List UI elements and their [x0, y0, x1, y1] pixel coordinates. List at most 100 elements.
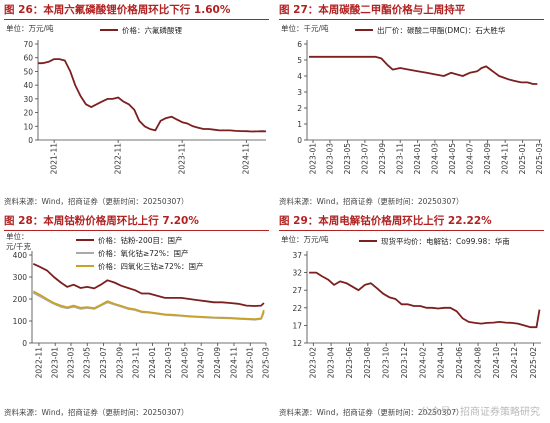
legend-label: 价格：六氟磷酸锂 — [122, 25, 182, 35]
y-tick-label: 12 — [292, 339, 302, 348]
series-line — [32, 291, 265, 321]
x-tick-label: 2022-11 — [34, 347, 43, 379]
x-tick-label: 2024-11 — [242, 143, 251, 175]
x-tick-label: 2023-06 — [345, 347, 354, 379]
x-tick-label: 2024-05 — [180, 347, 189, 379]
legend-label: 价格：氧化钴≥72%：国产 — [98, 248, 188, 258]
x-tick-label: 2023-11 — [132, 347, 141, 379]
y-tick-label: 17 — [292, 321, 302, 330]
y-tick-label: 32 — [292, 269, 302, 278]
x-tick-label: 2024-01 — [413, 143, 422, 175]
x-tick-label: 2024-07 — [197, 347, 206, 379]
y-tick-label: 27 — [292, 286, 302, 295]
y-tick-label: 5 — [297, 56, 302, 65]
x-tick-label: 2023-11 — [178, 143, 187, 175]
x-tick-label: 2024-07 — [465, 143, 474, 175]
x-tick-label: 2024-09 — [213, 347, 222, 379]
x-tick-label: 2023-07 — [99, 347, 108, 379]
series-line — [309, 55, 538, 85]
y-tick-label: 30 — [23, 95, 33, 104]
y-tick-label: 2 — [297, 104, 302, 113]
x-tick-label: 2024-09 — [483, 143, 492, 175]
y-tick-label: 10 — [23, 122, 33, 131]
chart-source: 资料来源：Wind，招商证券（更新时间：20250307） — [4, 408, 189, 417]
series-line — [38, 58, 267, 133]
chart-plot: 单位：万元/吨 0 10 20 30 40 50 60 70 2021-11 2022-11 2023… — [6, 23, 267, 175]
chart-source: 资料来源：Wind，招商证券（更新时间：20250307） — [4, 197, 189, 206]
y-tick-label: 200 — [13, 295, 28, 304]
x-tick-label: 2023-10 — [382, 347, 391, 379]
chart-title: 图 29：本周电解钴价格周环比上行 22.22% — [279, 215, 492, 227]
y-tick-label: 3 — [297, 88, 302, 97]
x-tick-label: 2025-01 — [246, 347, 255, 379]
chart-panel-28: 图 28：本周钴粉价格周环比上行 7.20% 单位： 元/千克 0 100 200 300… — [0, 211, 275, 422]
chart-panel-27: 图 27：本周碳酸二甲酯价格与上周持平 单位：千元/吨 0 1 2 3 4 5 6 2023-0… — [275, 0, 550, 211]
chart-plot: 单位：万元/吨 12 17 22 27 32 37 2023-02 2023-04 2023-06… — [281, 234, 541, 379]
y-tick-label: 100 — [13, 317, 28, 326]
y-tick-label: 6 — [297, 40, 302, 49]
x-tick-label: 2025-01 — [518, 143, 527, 175]
x-tick-label: 2025-03 — [535, 143, 544, 175]
chart-title: 图 27：本周碳酸二甲酯价格与上周持平 — [279, 4, 466, 16]
y-tick-label: 1 — [297, 120, 302, 129]
x-tick-label: 2023-02 — [309, 347, 318, 379]
x-tick-label: 2023-12 — [400, 347, 409, 379]
x-tick-label: 2025-03 — [261, 347, 270, 379]
chart-title: 图 28：本周钴粉价格周环比上行 7.20% — [4, 215, 199, 227]
series-line — [32, 262, 265, 307]
x-tick-label: 2024-11 — [229, 347, 238, 379]
y-tick-label: 60 — [23, 54, 33, 63]
y-tick-label: 400 — [13, 251, 28, 260]
series-line — [309, 271, 541, 329]
chart-title: 图 26：本周六氟磷酸锂价格周环比下行 1.60% — [4, 4, 231, 16]
x-tick-label: 2023-11 — [396, 143, 405, 175]
legend-label: 现货平均价：电解钴：Co99.98：华南 — [381, 236, 510, 246]
chart-source: 资料来源：Wind，招商证券（更新时间：20250307） — [279, 408, 464, 417]
x-tick-label: 2023-03 — [66, 347, 75, 379]
x-tick-label: 2024-11 — [501, 143, 510, 175]
x-tick-label: 2023-07 — [360, 143, 369, 175]
x-tick-label: 2022-11 — [114, 143, 123, 175]
x-tick-label: 2023-08 — [363, 347, 372, 379]
unit-label: 单位：万元/吨 — [6, 23, 54, 33]
y-tick-label: 22 — [292, 304, 302, 313]
x-tick-label: 2023-05 — [343, 143, 352, 175]
y-tick-label: 4 — [297, 72, 302, 81]
series-line — [32, 290, 265, 321]
x-tick-label: 2024-06 — [455, 347, 464, 379]
x-tick-label: 2023-01 — [308, 143, 317, 175]
y-tick-label: 37 — [292, 251, 302, 260]
x-tick-label: 2023-03 — [325, 143, 334, 175]
x-tick-label: 2023-05 — [83, 347, 92, 379]
legend-label: 价格：钴粉-200目：国产 — [98, 235, 183, 245]
title-rule — [279, 19, 544, 20]
y-tick-label: 300 — [13, 273, 28, 282]
y-tick-label: 40 — [23, 81, 33, 90]
x-tick-label: 2024-08 — [473, 347, 482, 379]
x-tick-label: 2024-01 — [148, 347, 157, 379]
watermark: 公众号 · 招商证券策略研究 — [420, 407, 540, 418]
y-tick-label: 0 — [22, 339, 27, 348]
y-tick-label: 0 — [297, 136, 302, 145]
legend-label: 价格：四氧化三钴≥72%：国产 — [98, 261, 203, 271]
x-tick-label: 2024-05 — [448, 143, 457, 175]
legend-label: 出厂价：碳酸二甲酯(DMC)：石大胜华 — [377, 25, 506, 35]
unit-label: 单位：万元/吨 — [281, 234, 329, 244]
title-rule — [279, 230, 544, 231]
y-tick-label: 0 — [28, 136, 33, 145]
y-tick-label: 70 — [23, 40, 33, 49]
title-rule — [4, 19, 269, 20]
x-tick-label: 2025-02 — [529, 347, 538, 379]
chart-plot: 单位：元/千克 0 100 200 300 400 2022-11 2023-01 2023-0… — [6, 231, 270, 379]
title-rule — [4, 230, 269, 231]
chart-panel-29: 图 29：本周电解钴价格周环比上行 22.22% 单位：万元/吨 12 17 22 27… — [275, 211, 550, 422]
x-tick-label: 2024-12 — [510, 347, 519, 379]
x-tick-label: 2024-03 — [164, 347, 173, 379]
x-tick-label: 2023-09 — [378, 143, 387, 175]
unit-label: 元/千克 — [6, 241, 32, 251]
x-tick-label: 2023-04 — [326, 347, 335, 379]
x-tick-label: 2021-11 — [50, 143, 59, 175]
unit-label: 单位：千元/吨 — [281, 23, 329, 33]
x-tick-label: 2024-02 — [419, 347, 428, 379]
chart-source: 资料来源：Wind，招商证券（更新时间：20250307） — [279, 197, 464, 206]
